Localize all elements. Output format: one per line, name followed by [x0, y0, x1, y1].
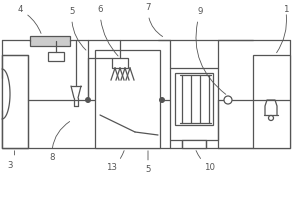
Bar [112, 58, 128, 68]
Text: 9: 9 [196, 7, 226, 94]
Circle shape [268, 116, 274, 120]
Circle shape [85, 97, 91, 103]
Text: 4: 4 [17, 5, 41, 33]
Text: 5: 5 [145, 151, 151, 174]
Text: 13: 13 [106, 151, 124, 172]
Bar [48, 52, 64, 61]
Circle shape [224, 96, 232, 104]
Text: 7: 7 [145, 3, 163, 37]
Circle shape [159, 97, 165, 103]
Bar [170, 68, 218, 140]
Bar [2, 55, 28, 148]
Text: 6: 6 [97, 5, 118, 56]
Text: 3: 3 [7, 151, 15, 170]
Text: 8: 8 [49, 122, 70, 162]
Bar [95, 50, 160, 148]
FancyArrowPatch shape [277, 15, 286, 53]
Bar [30, 36, 70, 46]
Text: 1: 1 [283, 4, 289, 14]
Bar [253, 55, 290, 148]
Text: 10: 10 [196, 151, 215, 172]
Text: 5: 5 [69, 7, 86, 50]
Bar [175, 73, 213, 125]
Bar [182, 140, 206, 148]
